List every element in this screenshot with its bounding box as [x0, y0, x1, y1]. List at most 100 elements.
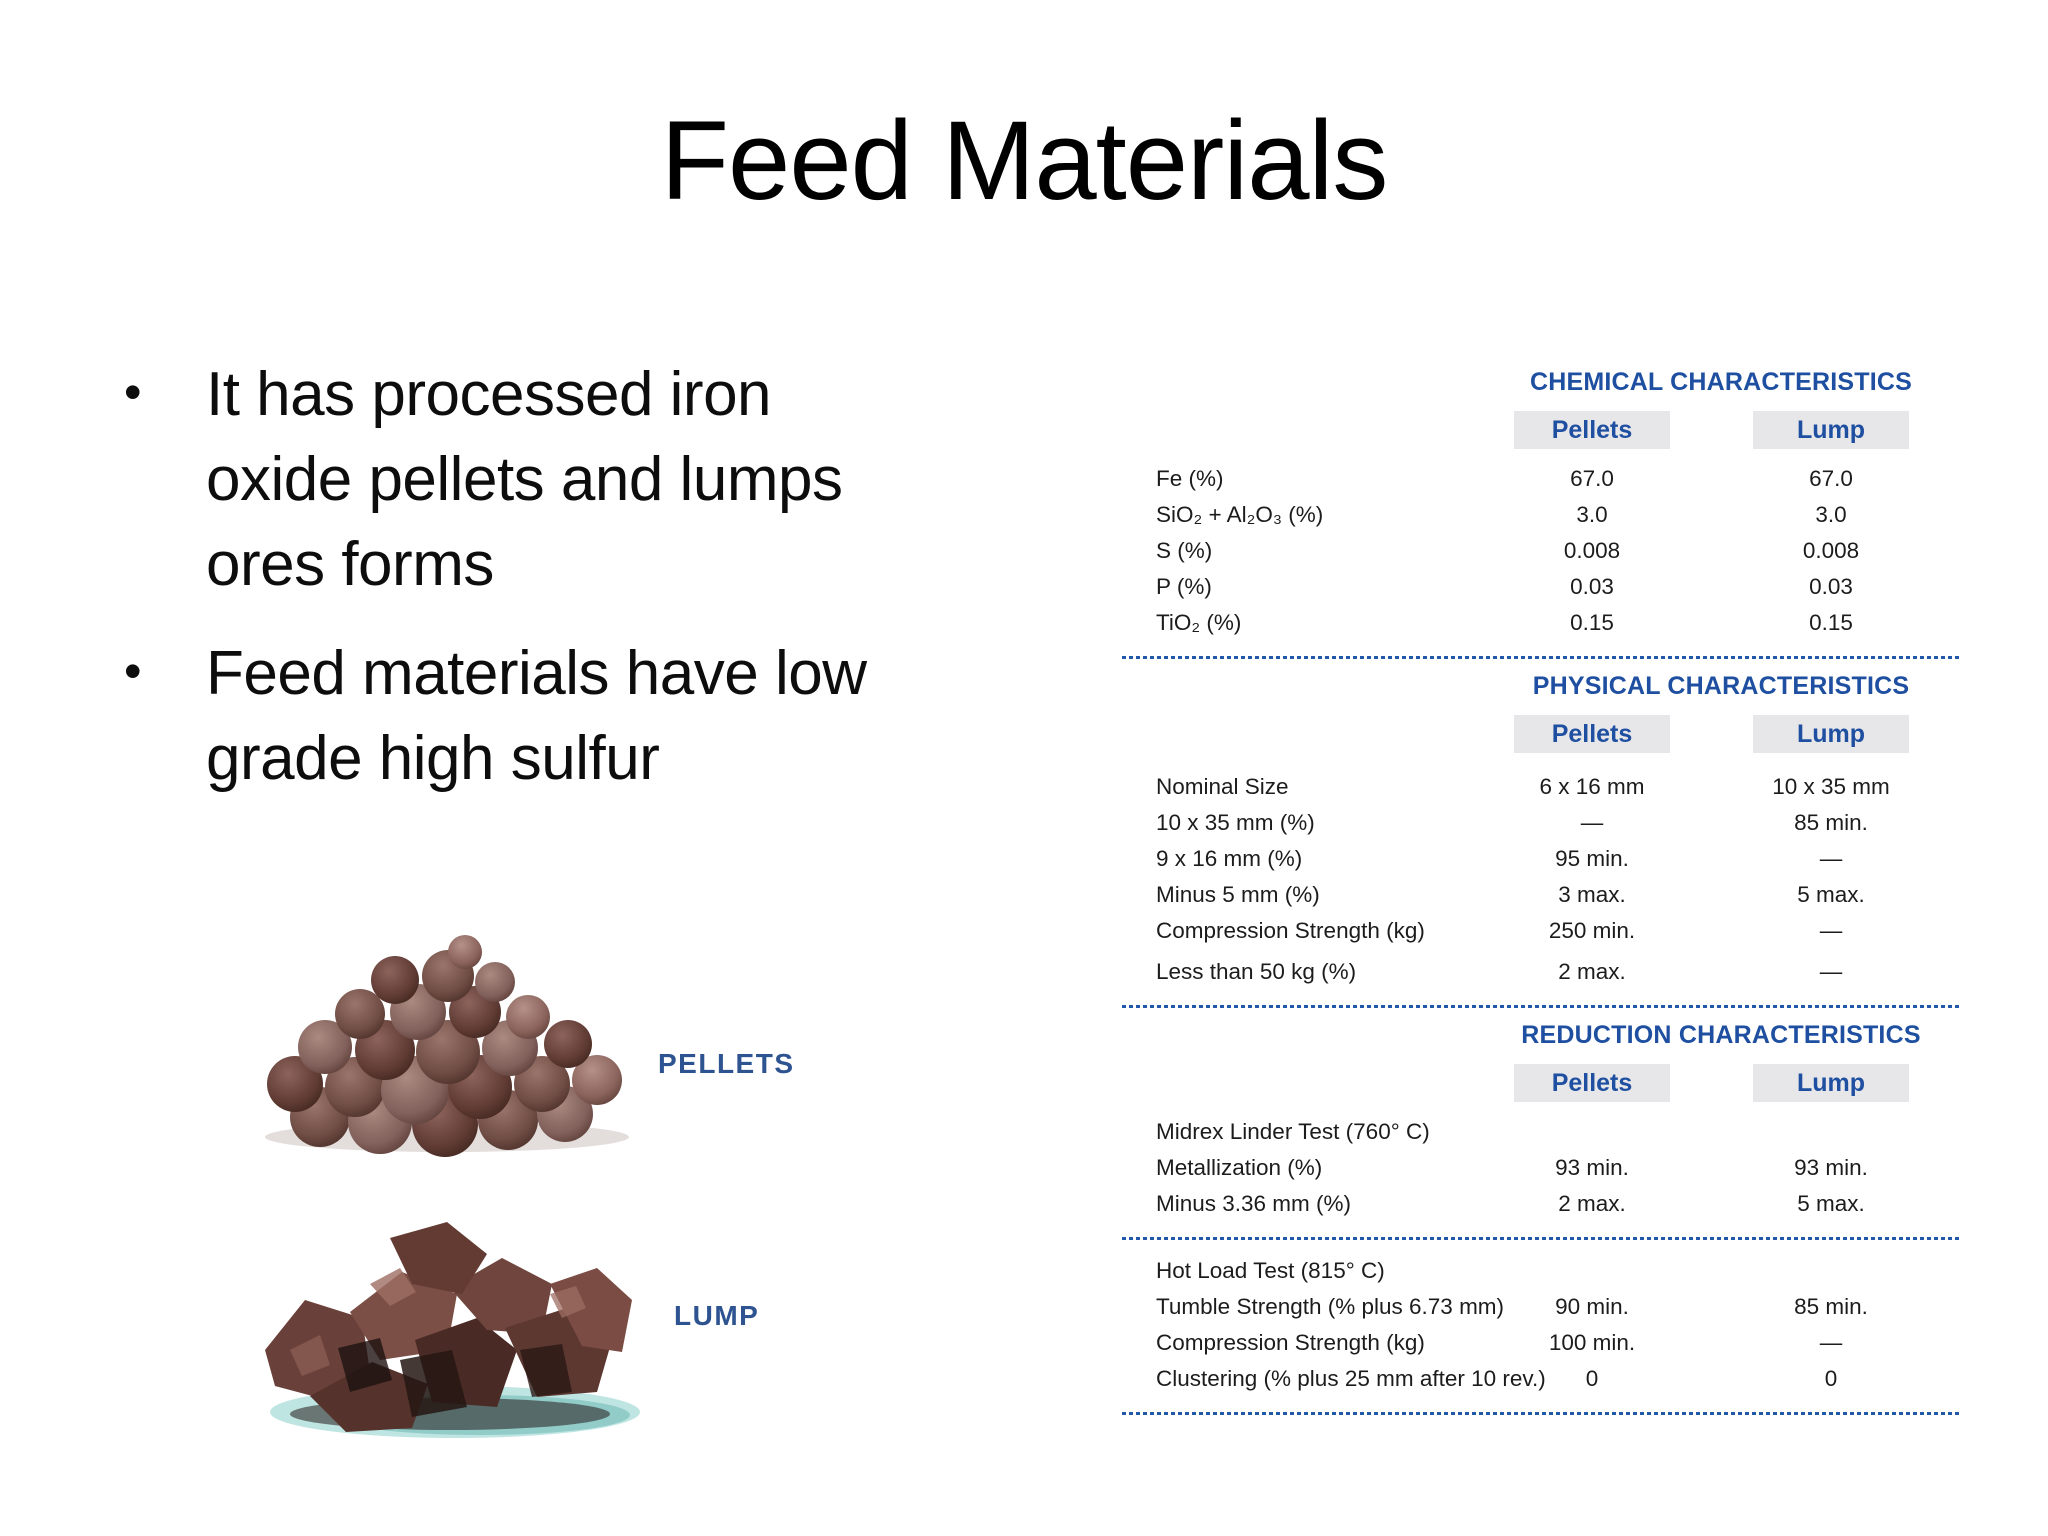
- pellets-column-header: Pellets: [1514, 411, 1670, 449]
- lump-value: 0: [1824, 1366, 1838, 1391]
- table-row: Compression Strength (kg) 100 min. —: [1122, 1325, 1960, 1361]
- lump-value: 0.15: [1809, 610, 1853, 635]
- bullet-marker: •: [124, 643, 142, 699]
- row-label: Nominal Size: [1156, 774, 1289, 799]
- row-label: S (%): [1156, 538, 1213, 563]
- chemical-rows: Fe (%) 67.0 67.0 SiO₂ + Al₂O₃ (%) 3.0 3.…: [1122, 461, 1960, 641]
- pellets-value: 3 max.: [1558, 882, 1626, 907]
- row-label: TiO₂ (%): [1156, 610, 1242, 635]
- lump-value: 5 max.: [1797, 1191, 1865, 1216]
- lump-figure: LUMP: [250, 1200, 950, 1455]
- row-label: Fe (%): [1156, 466, 1224, 491]
- bullet-text: Feed materials have low grade high sulfu…: [206, 639, 867, 793]
- row-label: Compression Strength (kg): [1156, 918, 1425, 943]
- pellets-value: 95 min.: [1555, 846, 1629, 871]
- row-label: Less than 50 kg (%): [1156, 959, 1357, 984]
- lump-value: 5 max.: [1797, 882, 1865, 907]
- pellets-value: 0.15: [1570, 610, 1614, 635]
- group-heading-row: Midrex Linder Test (760° C): [1122, 1114, 1960, 1150]
- lump-value: 0.03: [1809, 574, 1853, 599]
- lump-value: —: [1819, 959, 1843, 984]
- bullet-list: • It has processed iron oxide pellets an…: [118, 352, 930, 801]
- row-label: Clustering (% plus 25 mm after 10 rev.): [1156, 1366, 1546, 1391]
- table-row: Metallization (%) 93 min. 93 min.: [1122, 1150, 1960, 1186]
- group-heading: Midrex Linder Test (760° C): [1156, 1119, 1430, 1144]
- bullet-item: • Feed materials have low grade high sul…: [118, 631, 930, 801]
- reduction-group1-rows: Midrex Linder Test (760° C) Metallizatio…: [1122, 1114, 1960, 1222]
- row-label: 9 x 16 mm (%): [1156, 846, 1303, 871]
- table-row: Nominal Size 6 x 16 mm 10 x 35 mm: [1122, 769, 1960, 805]
- lump-label: LUMP: [674, 1300, 760, 1331]
- reduction-group2-rows: Hot Load Test (815° C) Tumble Strength (…: [1122, 1253, 1960, 1397]
- lump-value: 67.0: [1809, 466, 1853, 491]
- table-row: 9 x 16 mm (%) 95 min. —: [1122, 841, 1960, 877]
- lump-value: —: [1819, 846, 1843, 871]
- table-row: P (%) 0.03 0.03: [1122, 569, 1960, 605]
- table-row: Minus 3.36 mm (%) 2 max. 5 max.: [1122, 1186, 1960, 1222]
- lump-value: 93 min.: [1794, 1155, 1868, 1180]
- lump-value: —: [1819, 1330, 1843, 1355]
- lump-photo: [265, 1222, 640, 1438]
- table-row: S (%) 0.008 0.008: [1122, 533, 1960, 569]
- dotted-divider: [1122, 1237, 1960, 1240]
- pellets-value: 2 max.: [1558, 959, 1626, 984]
- lump-column-header: Lump: [1753, 715, 1909, 753]
- pellets-column-header: Pellets: [1514, 1064, 1670, 1102]
- table-row: Compression Strength (kg) 250 min. —: [1122, 913, 1960, 949]
- pellets-label: PELLETS: [658, 1048, 795, 1079]
- pellets-value: 0.03: [1570, 574, 1614, 599]
- physical-rows: Nominal Size 6 x 16 mm 10 x 35 mm 10 x 3…: [1122, 769, 1960, 990]
- table-row: Clustering (% plus 25 mm after 10 rev.) …: [1122, 1361, 1960, 1397]
- pellets-value: —: [1580, 810, 1604, 835]
- lump-value: 85 min.: [1794, 1294, 1868, 1319]
- column-header-row: Pellets Lump: [1122, 715, 1960, 753]
- table-row: Tumble Strength (% plus 6.73 mm) 90 min.…: [1122, 1289, 1960, 1325]
- column-header-row: Pellets Lump: [1122, 411, 1960, 449]
- section-title-chemical: CHEMICAL CHARACTERISTICS: [1529, 368, 1913, 396]
- pellets-value: 2 max.: [1558, 1191, 1626, 1216]
- table-row: Minus 5 mm (%) 3 max. 5 max.: [1122, 877, 1960, 913]
- table-row: Less than 50 kg (%) 2 max. —: [1122, 954, 1960, 990]
- row-label: Tumble Strength (% plus 6.73 mm): [1156, 1294, 1505, 1319]
- pellets-column-header: Pellets: [1514, 715, 1670, 753]
- pellets-figure: PELLETS: [250, 932, 950, 1162]
- lump-value: 85 min.: [1794, 810, 1868, 835]
- pellets-value: 90 min.: [1555, 1294, 1629, 1319]
- page-title: Feed Materials: [660, 98, 1389, 223]
- dotted-divider: [1122, 1005, 1960, 1008]
- row-label: Minus 5 mm (%): [1156, 882, 1320, 907]
- bullet-marker: •: [124, 364, 142, 420]
- row-label: SiO₂ + Al₂O₃ (%): [1156, 502, 1324, 527]
- dotted-divider: [1122, 1412, 1960, 1415]
- pellets-value: 250 min.: [1548, 918, 1636, 943]
- group-heading: Hot Load Test (815° C): [1156, 1258, 1385, 1283]
- lump-value: —: [1819, 918, 1843, 943]
- pellets-value: 93 min.: [1555, 1155, 1629, 1180]
- row-label: Compression Strength (kg): [1156, 1330, 1425, 1355]
- section-title-physical: PHYSICAL CHARACTERISTICS: [1532, 672, 1910, 700]
- pellets-value: 3.0: [1576, 502, 1608, 527]
- pellets-value: 100 min.: [1548, 1330, 1636, 1355]
- row-label: P (%): [1156, 574, 1212, 599]
- pellets-photo: [265, 935, 629, 1157]
- row-label: Metallization (%): [1156, 1155, 1323, 1180]
- row-label: Minus 3.36 mm (%): [1156, 1191, 1352, 1216]
- pellets-value: 0: [1585, 1366, 1599, 1391]
- pellets-value: 6 x 16 mm: [1539, 774, 1645, 799]
- table-row: 10 x 35 mm (%) — 85 min.: [1122, 805, 1960, 841]
- bullet-item: • It has processed iron oxide pellets an…: [118, 352, 930, 607]
- dotted-divider: [1122, 656, 1960, 659]
- lump-value: 10 x 35 mm: [1772, 774, 1890, 799]
- lump-column-header: Lump: [1753, 1064, 1909, 1102]
- pellets-value: 67.0: [1570, 466, 1614, 491]
- table-row: SiO₂ + Al₂O₃ (%) 3.0 3.0: [1122, 497, 1960, 533]
- row-label: 10 x 35 mm (%): [1156, 810, 1315, 835]
- table-row: TiO₂ (%) 0.15 0.15: [1122, 605, 1960, 641]
- group-heading-row: Hot Load Test (815° C): [1122, 1253, 1960, 1289]
- column-header-row: Pellets Lump: [1122, 1064, 1960, 1102]
- characteristics-table: CHEMICAL CHARACTERISTICS Pellets Lump Fe…: [1122, 368, 1960, 1428]
- bullet-text: It has processed iron oxide pellets and …: [206, 360, 843, 599]
- lump-column-header: Lump: [1753, 411, 1909, 449]
- lump-value: 3.0: [1815, 502, 1847, 527]
